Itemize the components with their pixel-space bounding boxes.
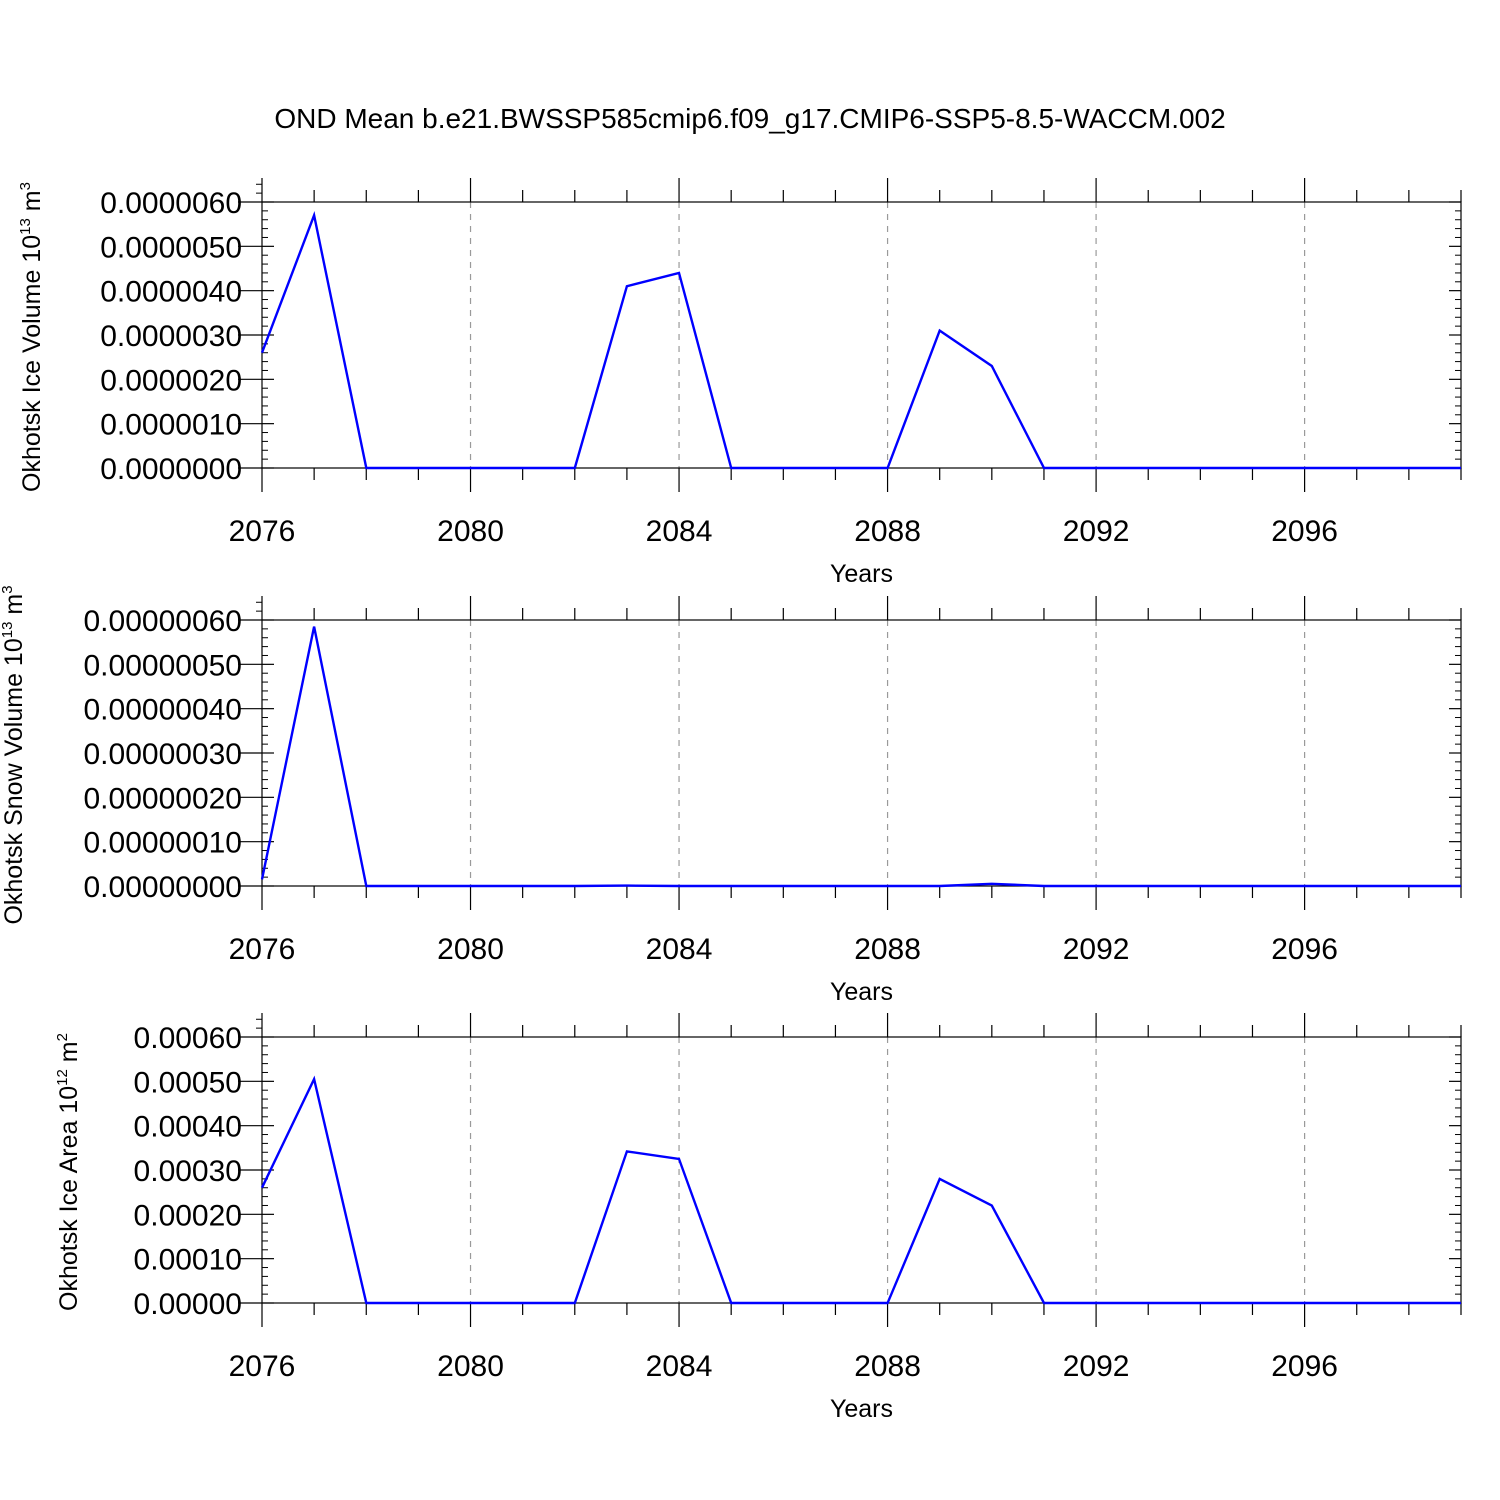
x-tick-label: 2088 bbox=[854, 933, 921, 966]
y-tick-label: 0.00030 bbox=[134, 1155, 242, 1188]
y-axis-label-unit: m bbox=[18, 190, 46, 218]
y-tick-label: 0.00040 bbox=[134, 1111, 242, 1144]
x-tick-label: 2076 bbox=[229, 933, 296, 966]
chart-panel-3: 0.00000 0.00010 0.00020 0.00030 0.00040 0.000… bbox=[54, 1013, 1462, 1423]
y-axis-label-text: Okhotsk Ice Volume 10 bbox=[18, 235, 46, 492]
panels: 0.0000000 0.0000010 0.0000020 0.0000030 0.00… bbox=[0, 178, 1462, 1423]
x-tick-label: 2092 bbox=[1063, 515, 1130, 548]
x-tick-label: 2092 bbox=[1063, 1350, 1130, 1383]
y-tick-label: 0.0000060 bbox=[100, 187, 242, 220]
chart-panel-2: 0.00000000 0.00000010 0.00000020 0.00000030… bbox=[0, 585, 1462, 1006]
x-tick-label: 2080 bbox=[437, 1350, 504, 1383]
y-axis-label-exponent: 13 bbox=[0, 622, 16, 639]
y-tick-label: 0.00000020 bbox=[84, 782, 243, 815]
x-axis-label: Years bbox=[830, 978, 893, 1006]
series-line bbox=[260, 626, 1461, 888]
x-tick-label: 2088 bbox=[854, 1350, 921, 1383]
x-tick-label: 2084 bbox=[646, 1350, 713, 1383]
y-tick-label: 0.0000030 bbox=[100, 320, 242, 353]
y-axis-label-unit-exponent: 3 bbox=[0, 585, 16, 593]
x-axis-label: Years bbox=[830, 1395, 893, 1423]
y-axis-label-text: Okhotsk Snow Volume 10 bbox=[0, 638, 28, 924]
y-tick-label: 0.00000050 bbox=[84, 649, 243, 682]
y-tick-label: 0.00000040 bbox=[84, 694, 243, 727]
y-tick-label: 0.00020 bbox=[134, 1199, 242, 1232]
x-tick-label: 2096 bbox=[1271, 1350, 1338, 1383]
y-tick-label: 0.0000050 bbox=[100, 231, 242, 264]
y-axis-label-exponent: 13 bbox=[17, 218, 34, 235]
x-tick-label: 2096 bbox=[1271, 515, 1338, 548]
y-axis-label: Okhotsk Snow Volume 1013 m3 bbox=[0, 585, 28, 924]
y-tick-label: 0.0000010 bbox=[100, 409, 242, 442]
y-tick-label: 0.0000020 bbox=[100, 364, 242, 397]
chart-panel-1: 0.0000000 0.0000010 0.0000020 0.0000030 0.00… bbox=[17, 178, 1462, 588]
y-axis-label: Okhotsk Ice Volume 1013 m3 bbox=[17, 182, 46, 492]
y-axis-label-unit: m bbox=[0, 594, 28, 622]
x-tick-label: 2096 bbox=[1271, 933, 1338, 966]
x-tick-label: 2080 bbox=[437, 933, 504, 966]
x-tick-label: 2076 bbox=[229, 515, 296, 548]
x-axis-label: Years bbox=[830, 560, 893, 588]
y-axis-label-text: Okhotsk Ice Area 10 bbox=[55, 1086, 83, 1311]
y-tick-label: 0.0000040 bbox=[100, 276, 242, 309]
y-axis-label-unit: m bbox=[55, 1041, 83, 1069]
x-tick-label: 2088 bbox=[854, 515, 921, 548]
y-axis-label-unit-exponent: 2 bbox=[54, 1033, 71, 1041]
y-tick-label: 0.00060 bbox=[134, 1022, 242, 1055]
y-tick-label: 0.0000000 bbox=[100, 453, 242, 486]
x-tick-label: 2092 bbox=[1063, 933, 1130, 966]
y-tick-label: 0.00000060 bbox=[84, 605, 243, 638]
x-tick-label: 2076 bbox=[229, 1350, 296, 1383]
chart-title: OND Mean b.e21.BWSSP585cmip6.f09_g17.CMI… bbox=[274, 103, 1225, 134]
x-tick-label: 2084 bbox=[646, 515, 713, 548]
y-tick-label: 0.00050 bbox=[134, 1066, 242, 1099]
y-axis-label: Okhotsk Ice Area 1012 m2 bbox=[54, 1033, 83, 1311]
y-tick-label: 0.00000 bbox=[134, 1288, 242, 1321]
series-line bbox=[260, 1075, 1461, 1305]
y-tick-label: 0.00000000 bbox=[84, 871, 243, 904]
y-tick-label: 0.00000030 bbox=[84, 738, 243, 771]
x-tick-label: 2080 bbox=[437, 515, 504, 548]
y-axis-label-unit-exponent: 3 bbox=[17, 182, 34, 190]
y-axis-label-exponent: 12 bbox=[54, 1069, 71, 1086]
y-tick-label: 0.00010 bbox=[134, 1244, 242, 1277]
y-tick-label: 0.00000010 bbox=[84, 827, 243, 860]
x-tick-label: 2084 bbox=[646, 933, 713, 966]
series-line bbox=[260, 211, 1461, 470]
